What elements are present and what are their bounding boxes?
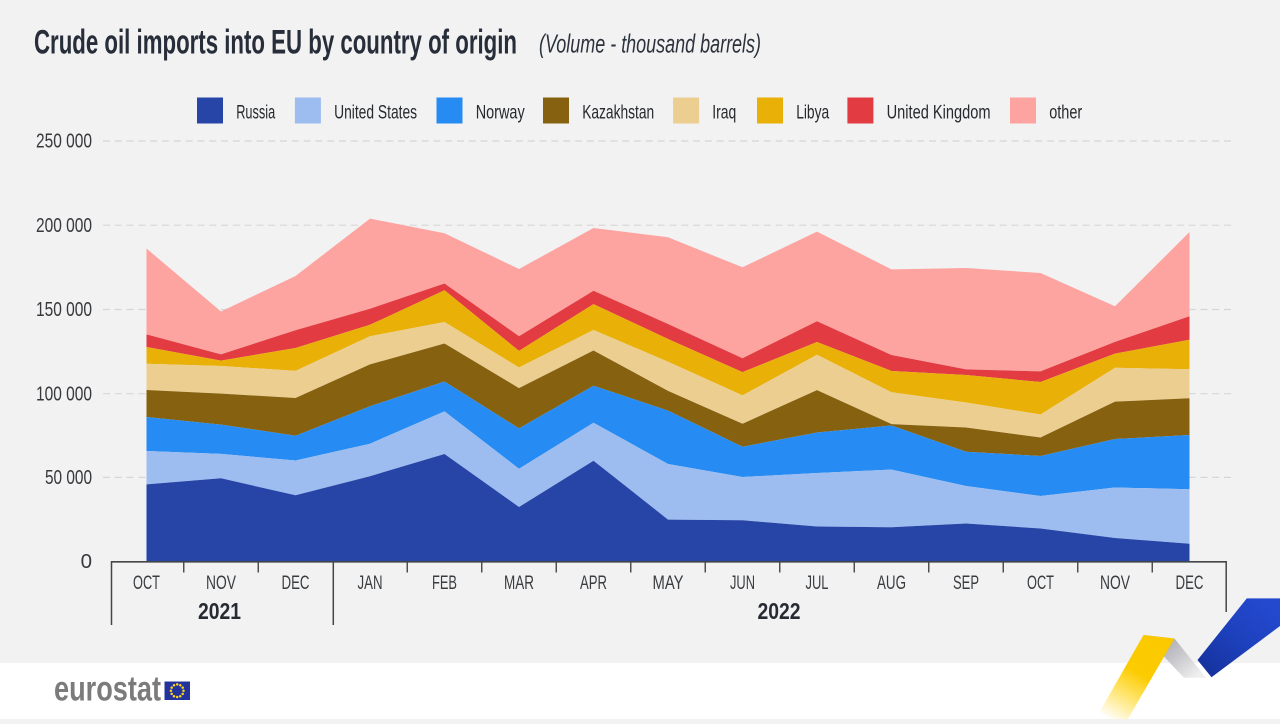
svg-text:Libya: Libya bbox=[796, 102, 829, 124]
svg-text:JAN: JAN bbox=[358, 572, 383, 594]
svg-text:SEP: SEP bbox=[953, 572, 979, 594]
svg-text:Kazakhstan: Kazakhstan bbox=[582, 102, 654, 124]
svg-text:APR: APR bbox=[580, 572, 607, 594]
svg-text:DEC: DEC bbox=[282, 572, 310, 594]
svg-text:United States: United States bbox=[334, 102, 417, 124]
svg-text:MAR: MAR bbox=[504, 572, 534, 594]
svg-text:150 000: 150 000 bbox=[36, 298, 92, 321]
svg-text:NOV: NOV bbox=[1100, 572, 1130, 594]
svg-text:2022: 2022 bbox=[758, 598, 801, 624]
svg-text:DEC: DEC bbox=[1176, 572, 1204, 594]
svg-text:0: 0 bbox=[81, 550, 92, 573]
svg-text:United Kingdom: United Kingdom bbox=[887, 102, 991, 124]
svg-text:MAY: MAY bbox=[653, 572, 684, 594]
svg-text:OCT: OCT bbox=[133, 572, 160, 594]
svg-text:JUN: JUN bbox=[730, 572, 755, 594]
svg-text:200 000: 200 000 bbox=[36, 214, 92, 237]
svg-text:OCT: OCT bbox=[1027, 572, 1054, 594]
svg-text:other: other bbox=[1049, 102, 1082, 124]
svg-text:JUL: JUL bbox=[806, 572, 829, 594]
svg-text:2021: 2021 bbox=[198, 598, 241, 624]
svg-text:Crude oil imports into EU by c: Crude oil imports into EU by country of … bbox=[34, 24, 517, 62]
svg-text:Iraq: Iraq bbox=[712, 102, 736, 124]
svg-text:50 000: 50 000 bbox=[45, 466, 92, 489]
svg-text:NOV: NOV bbox=[206, 572, 236, 594]
svg-text:AUG: AUG bbox=[877, 572, 906, 594]
svg-text:100 000: 100 000 bbox=[36, 382, 92, 405]
svg-text:FEB: FEB bbox=[432, 572, 457, 594]
svg-text:eurostat: eurostat bbox=[54, 670, 161, 709]
svg-text:Russia: Russia bbox=[236, 102, 275, 124]
svg-text:Norway: Norway bbox=[476, 102, 525, 124]
svg-text:(Volume - thousand barrels): (Volume - thousand barrels) bbox=[539, 29, 761, 59]
svg-text:250 000: 250 000 bbox=[36, 130, 92, 153]
